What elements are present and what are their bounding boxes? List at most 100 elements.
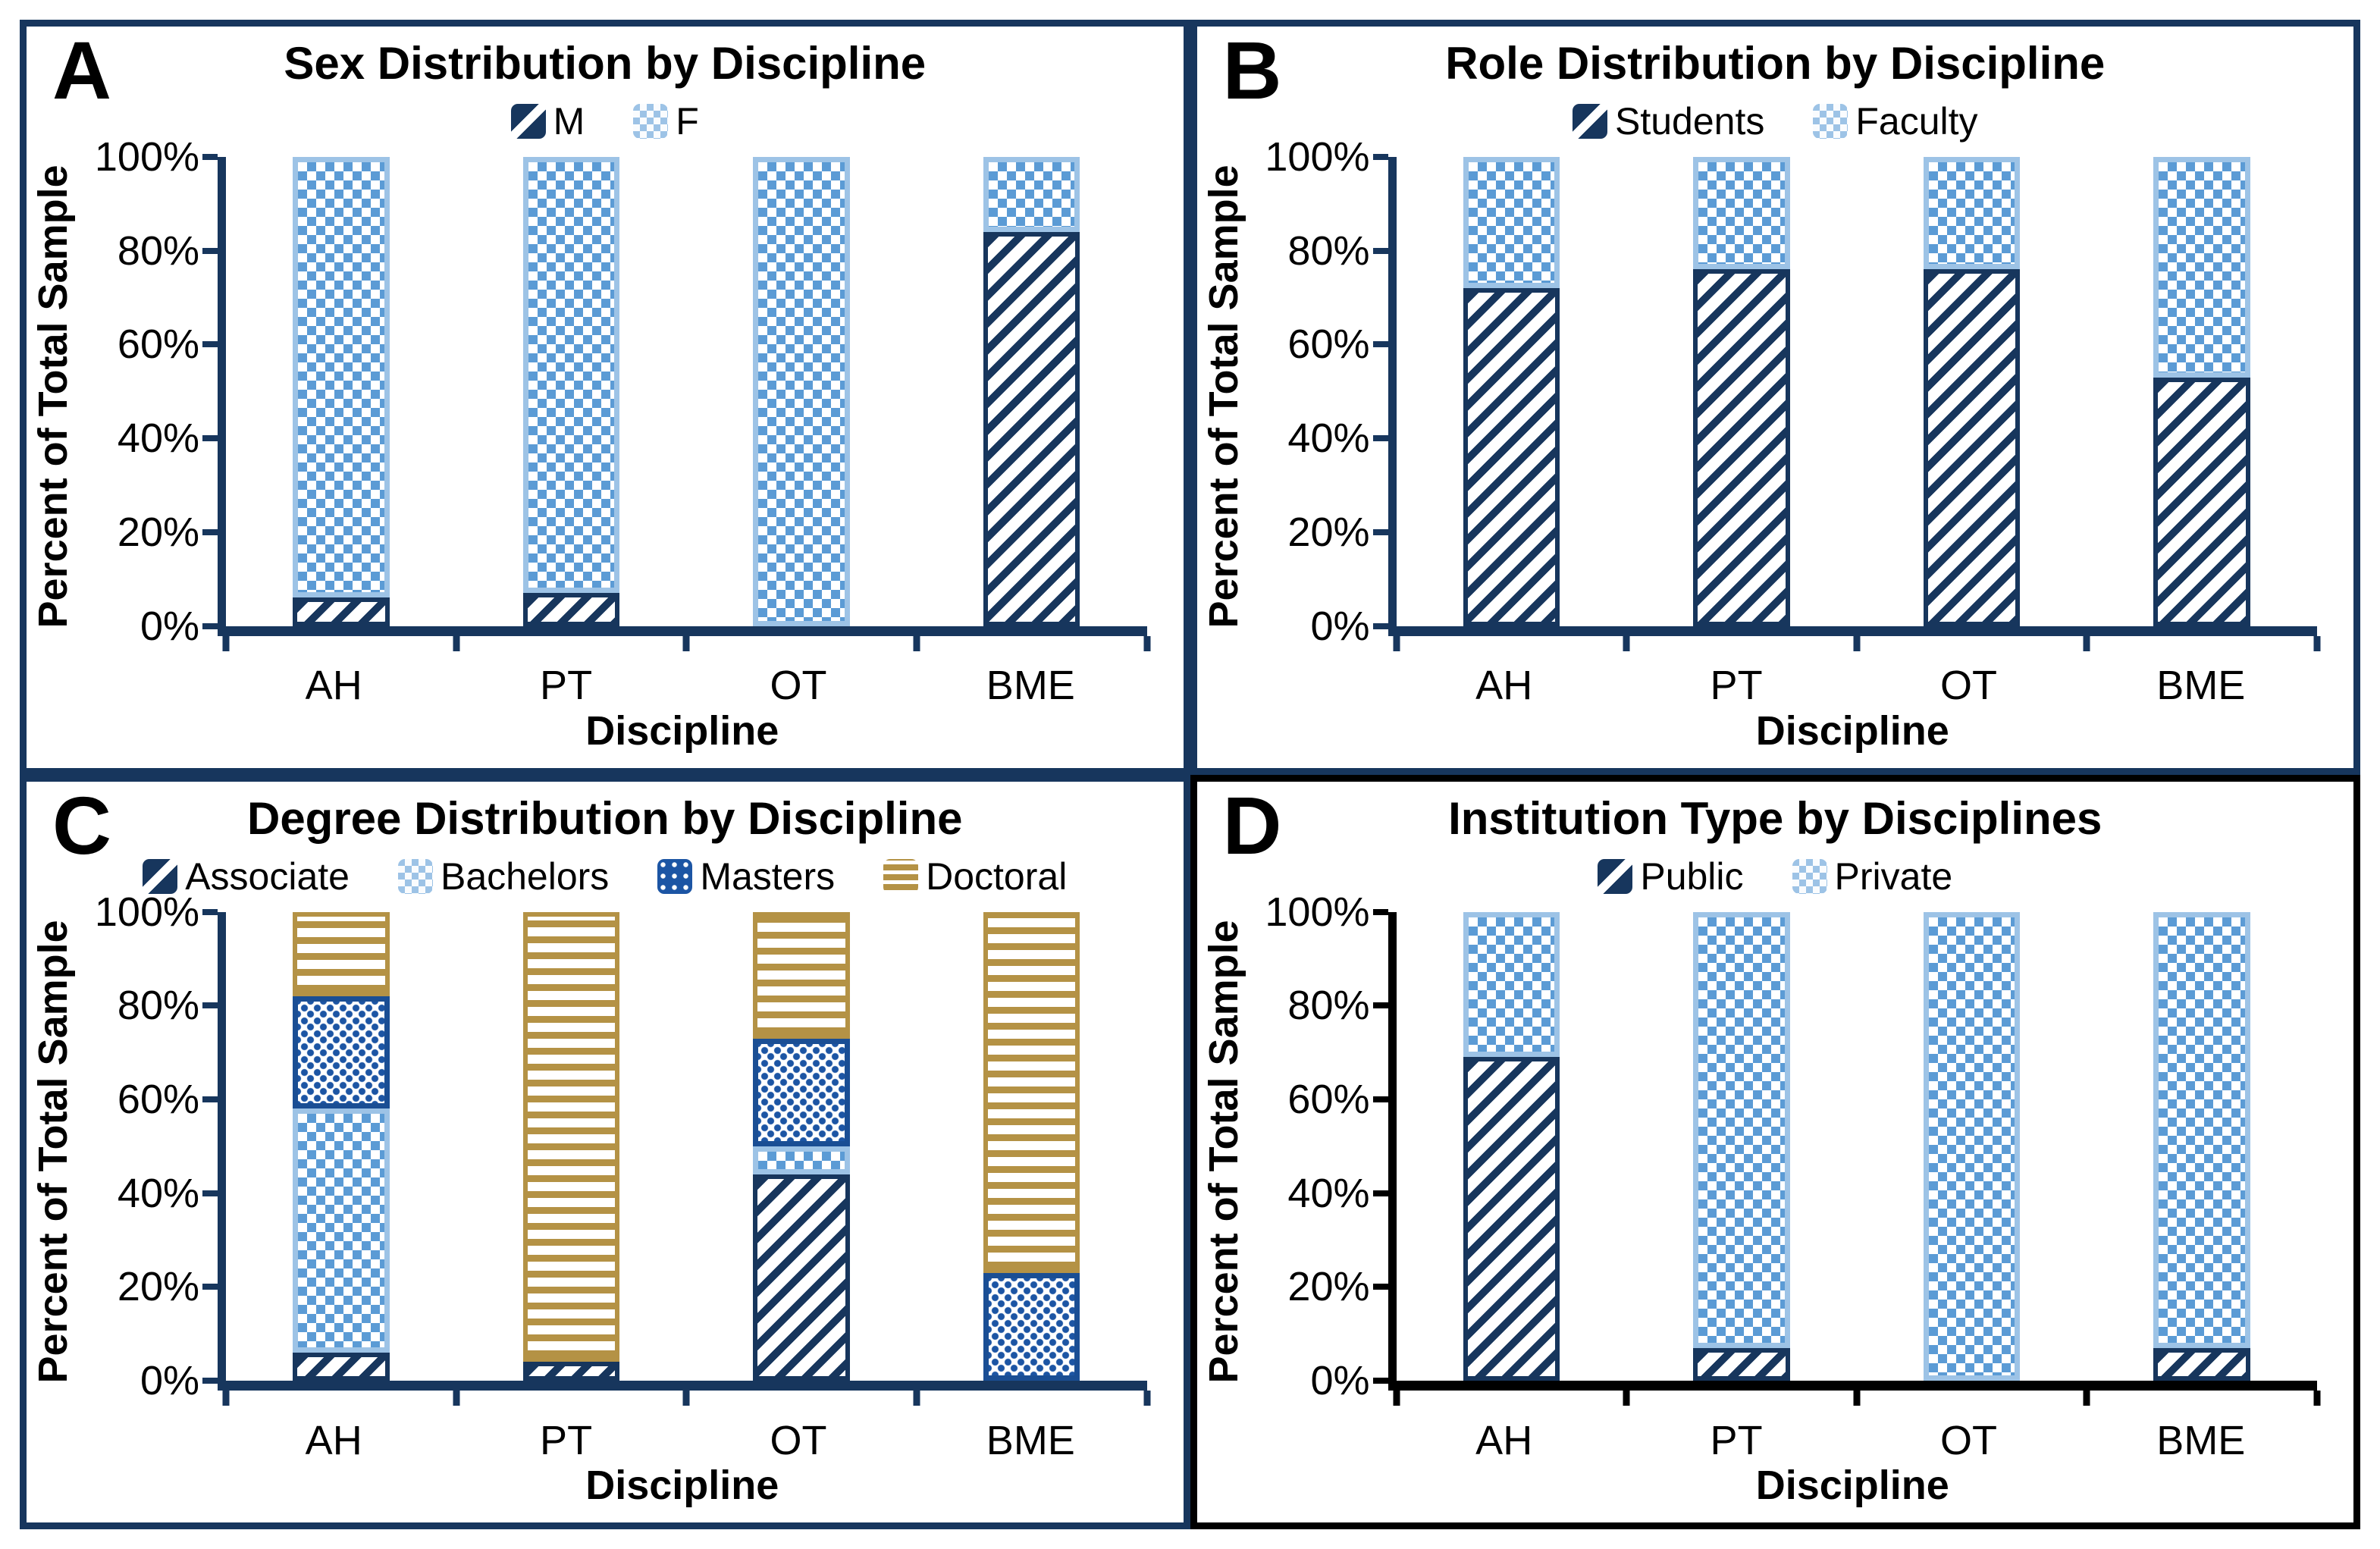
- x-axis-title: Discipline: [585, 707, 779, 754]
- stacked-bar-ah: [1463, 157, 1560, 626]
- chart-title: Degree Distribution by Discipline: [246, 792, 963, 844]
- stacked-bar-bme: [983, 911, 1080, 1381]
- legend-label: Public: [1640, 854, 1744, 898]
- bar-segment-m-ah: [293, 597, 390, 626]
- legend: Students Faculty: [1197, 99, 2354, 143]
- y-tick-label: 100%: [1265, 134, 1370, 180]
- bar-segment-private-ah: [1463, 911, 1560, 1058]
- x-tick-mark: [2313, 635, 2321, 651]
- y-tick-mark: [202, 435, 218, 442]
- x-axis-tick-labels: AH PT OT BME: [1388, 1391, 2318, 1463]
- y-axis-tick-labels: 0% 20% 40% 60% 80% 100%: [1261, 136, 1388, 647]
- x-tick-label-ot: OT: [1939, 663, 1997, 709]
- y-tick-label: 100%: [94, 889, 199, 935]
- bar-slot-bme: [917, 911, 1147, 1381]
- legend-swatch-hlines-icon: [883, 858, 919, 894]
- legend-swatch-checker-icon: [1813, 104, 1848, 139]
- y-tick-label: 0%: [1310, 603, 1370, 649]
- y-axis-tick-labels: 0% 20% 40% 60% 80% 100%: [90, 136, 218, 647]
- plot-area: [202, 908, 1150, 1406]
- bar-segment-faculty-ah: [1463, 157, 1560, 289]
- chart-region: Percent of Total Sample 0% 20% 40% 60% 80% 10…: [27, 136, 1184, 768]
- x-tick-label-bme: BME: [986, 663, 1075, 709]
- bar-segment-public-bme: [2153, 1347, 2250, 1381]
- x-tick-mark: [913, 1391, 920, 1406]
- y-tick-mark: [1372, 341, 1388, 348]
- y-tick-mark: [1372, 1002, 1388, 1009]
- stacked-bar-ah: [293, 911, 390, 1381]
- legend-item-f: F: [633, 99, 699, 143]
- y-tick-label: 20%: [117, 509, 199, 555]
- chart-title: Sex Distribution by Discipline: [284, 38, 927, 89]
- y-tick-mark: [202, 341, 218, 348]
- x-tick-label-bme: BME: [2156, 1417, 2246, 1463]
- legend-item-masters: Masters: [657, 854, 835, 898]
- bar-slot-ot: [1857, 157, 2087, 626]
- y-tick-mark: [202, 622, 218, 629]
- y-tick-mark: [202, 1284, 218, 1290]
- bar-segment-doctoral-ot: [753, 911, 850, 1039]
- legend-item-faculty: Faculty: [1813, 99, 1978, 143]
- legend-label: Students: [1614, 100, 1765, 143]
- plot-area: [1372, 154, 2321, 651]
- bar-slot-pt: [456, 157, 687, 626]
- x-tick-mark: [2313, 1391, 2321, 1406]
- panel-c-degree-distribution: C Degree Distribution by Discipline Asso…: [20, 774, 1190, 1529]
- bar-segment-bachelors-ah: [293, 1108, 390, 1353]
- x-tick-label-pt: PT: [540, 1417, 593, 1463]
- x-tick-mark: [222, 1391, 230, 1406]
- bars: [226, 157, 1147, 626]
- legend-label: Masters: [700, 854, 836, 898]
- y-tick-mark: [202, 1096, 218, 1102]
- y-tick-label: 80%: [117, 983, 199, 1029]
- stacked-bar-bme: [983, 157, 1080, 626]
- x-tick-mark: [1853, 1391, 1861, 1406]
- x-tick-label-ah: AH: [305, 663, 362, 709]
- panel-letter: C: [52, 779, 111, 871]
- y-tick-label: 100%: [1265, 889, 1370, 935]
- y-tick-mark: [202, 154, 218, 160]
- y-tick-mark: [1372, 247, 1388, 254]
- y-tick-mark: [202, 528, 218, 535]
- bar-slot-ah: [1397, 911, 1627, 1381]
- legend-item-m: M: [510, 99, 585, 143]
- x-tick-mark: [453, 635, 460, 651]
- y-tick-mark: [1372, 1378, 1388, 1384]
- bar-slot-ot: [1857, 911, 2087, 1381]
- y-axis-title: Percent of Total Sample: [1200, 165, 1246, 629]
- chart-title: Institution Type by Disciplines: [1448, 792, 2102, 844]
- panel-d-institution-type: D Institution Type by Disciplines Public…: [1190, 774, 2360, 1529]
- stacked-bar-ah: [1463, 911, 1560, 1381]
- y-tick-mark: [1372, 1284, 1388, 1290]
- chart-region: Percent of Total Sample 0% 20% 40% 60% 80% 10…: [27, 892, 1184, 1523]
- bar-segment-f-pt: [522, 157, 620, 594]
- stacked-bar-pt: [1693, 157, 1790, 626]
- bar-slot-ot: [686, 157, 917, 626]
- y-tick-label: 80%: [1287, 227, 1370, 274]
- y-tick-label: 0%: [140, 603, 199, 649]
- legend-swatch-diagonal-icon: [1598, 858, 1633, 894]
- y-tick-label: 0%: [1310, 1358, 1370, 1403]
- x-tick-label-ah: AH: [1475, 1417, 1533, 1463]
- stacked-bar-bme: [2153, 157, 2250, 626]
- legend-item-associate: Associate: [143, 854, 350, 898]
- x-tick-mark: [453, 1391, 460, 1406]
- x-axis-tick-labels: AH PT OT BME: [218, 1391, 1147, 1463]
- stacked-bar-ot: [753, 157, 850, 626]
- x-tick-label-ot: OT: [1939, 1417, 1997, 1463]
- y-tick-label: 80%: [117, 227, 199, 274]
- legend-item-doctoral: Doctoral: [883, 854, 1067, 898]
- x-axis-title: Discipline: [1755, 1463, 1949, 1508]
- x-tick-mark: [1623, 635, 1630, 651]
- legend: Public Private: [1197, 854, 2354, 898]
- legend-swatch-diagonal-icon: [143, 858, 178, 894]
- chart-region: Percent of Total Sample 0% 20% 40% 60% 80% 10…: [1197, 892, 2354, 1523]
- y-tick-mark: [1372, 1096, 1388, 1102]
- x-axis-title: Discipline: [585, 1463, 779, 1508]
- y-tick-mark: [202, 1190, 218, 1196]
- y-tick-mark: [202, 1002, 218, 1009]
- panel-letter: B: [1222, 24, 1282, 116]
- bar-segment-private-pt: [1693, 911, 1790, 1348]
- x-tick-mark: [1393, 635, 1400, 651]
